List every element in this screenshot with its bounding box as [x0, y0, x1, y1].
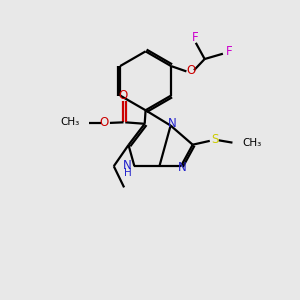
- Text: CH₃: CH₃: [243, 138, 262, 148]
- Text: O: O: [119, 89, 128, 102]
- Text: N: N: [178, 161, 187, 175]
- Text: N: N: [168, 117, 176, 130]
- Text: O: O: [100, 116, 109, 129]
- Text: S: S: [211, 133, 218, 146]
- Text: H: H: [124, 168, 131, 178]
- Text: N: N: [123, 159, 131, 172]
- Text: CH₃: CH₃: [61, 117, 80, 127]
- Text: F: F: [192, 31, 198, 44]
- Text: O: O: [186, 64, 195, 77]
- Text: F: F: [226, 45, 232, 58]
